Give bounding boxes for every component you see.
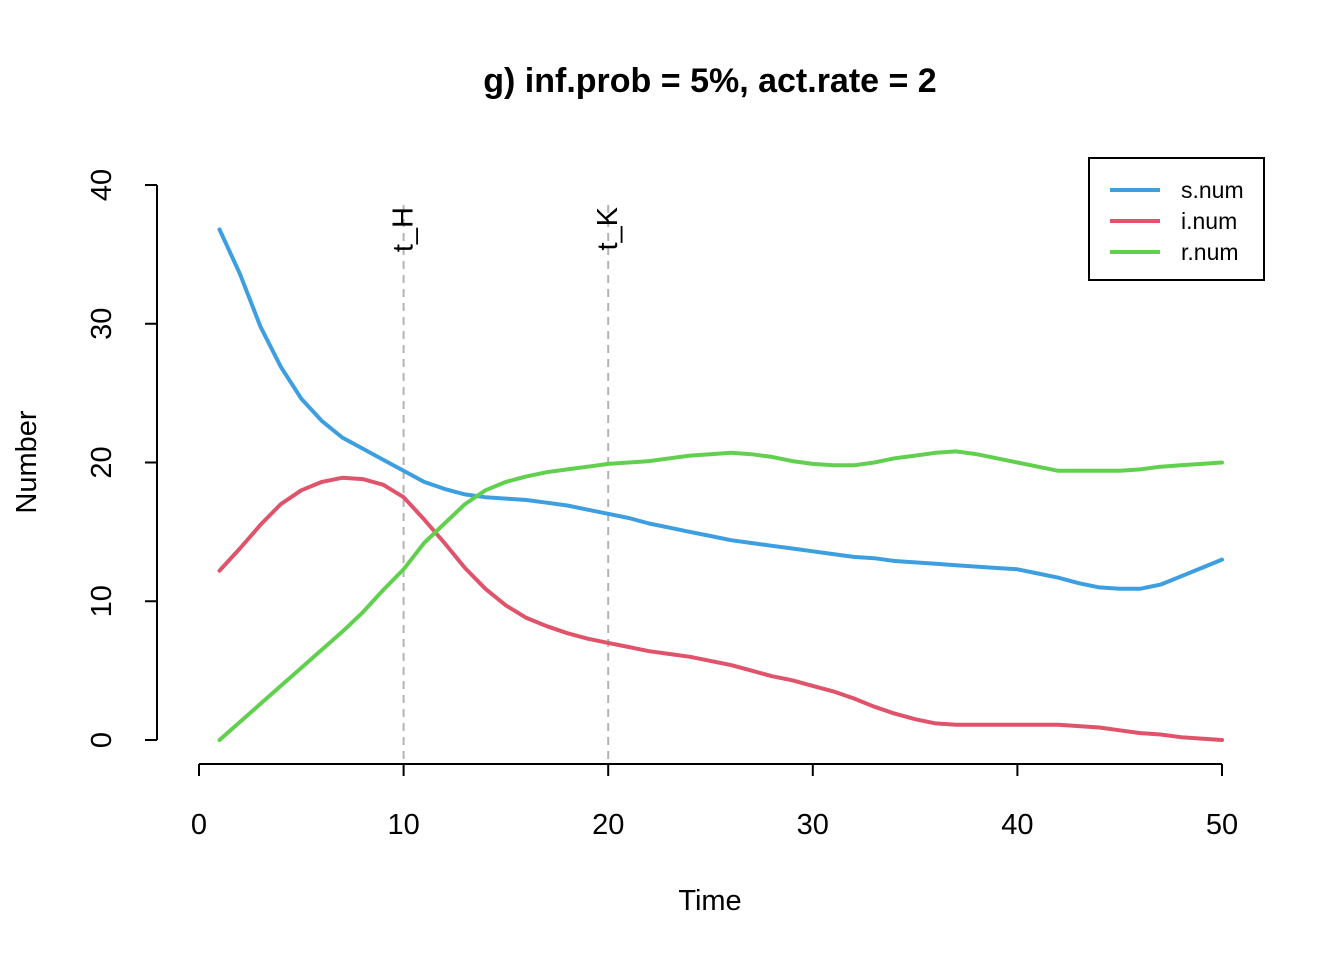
series-lines (217, 227, 1224, 742)
vline-label: t_K (592, 206, 624, 250)
x-tick-label: 0 (191, 809, 207, 841)
y-tick-label: 10 (86, 585, 118, 617)
y-tick-label: 0 (86, 732, 118, 748)
chart-title: g) inf.prob = 5%, act.rate = 2 (483, 62, 936, 100)
series-line-s-num (217, 227, 1224, 591)
x-tick-label: 10 (387, 809, 419, 841)
x-tick-label: 40 (1001, 809, 1033, 841)
series-line-i-num (217, 475, 1224, 742)
reference-lines: t_H t_K (388, 205, 624, 764)
y-tick-label: 40 (86, 169, 118, 201)
x-axis-label: Time (678, 885, 741, 917)
x-tick-label: 20 (592, 809, 624, 841)
y-tick-label: 30 (86, 308, 118, 340)
legend-label: r.num (1181, 239, 1239, 265)
y-tick-label: 20 (86, 446, 118, 478)
y-axis: 0 10 20 30 40 (86, 169, 158, 748)
series-line-r-num (217, 449, 1224, 742)
vline-label: t_H (388, 207, 420, 252)
x-axis: 0 10 20 30 40 50 (191, 763, 1238, 841)
x-tick-label: 50 (1206, 809, 1238, 841)
legend-label: i.num (1181, 208, 1237, 234)
y-axis-label: Number (11, 410, 43, 513)
legend-label: s.num (1181, 177, 1244, 203)
legend: s.num i.num r.num (1088, 157, 1265, 281)
legend-box (1088, 157, 1265, 281)
x-tick-label: 30 (797, 809, 829, 841)
